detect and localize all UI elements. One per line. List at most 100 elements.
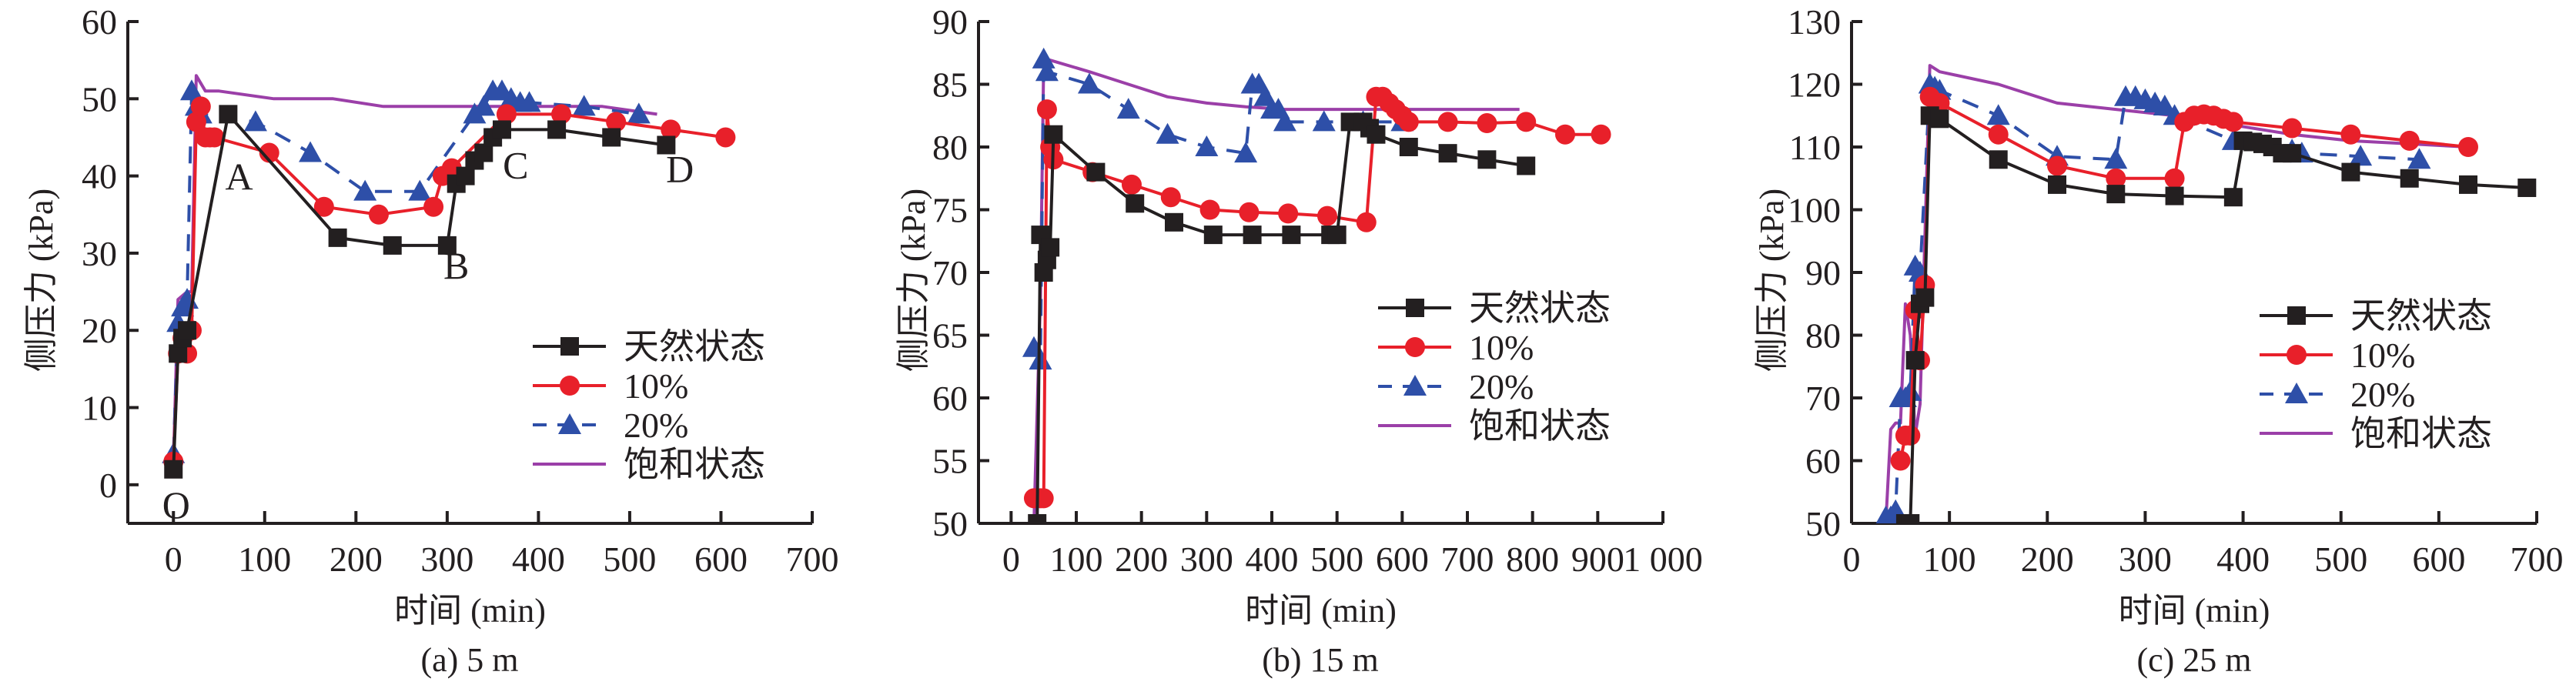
data-point (2399, 130, 2420, 151)
data-point (2106, 185, 2126, 204)
series-line (1035, 120, 1527, 523)
data-point (1477, 150, 1497, 169)
y-axis-title: 侧压力 (kPa) (1753, 189, 1791, 372)
y-tick-label: 75 (932, 191, 968, 230)
x-axis-title: 时间 (min) (394, 592, 546, 630)
legend-label: 天然状态 (2350, 296, 2492, 336)
y-tick-label: 90 (932, 2, 968, 42)
y-tick-label: 50 (1805, 504, 1841, 543)
data-point (1399, 138, 1418, 156)
data-point (1077, 72, 1101, 94)
x-tick-label: 700 (1441, 540, 1494, 579)
y-tick-label: 70 (1805, 379, 1841, 418)
data-point (1899, 379, 1922, 401)
legend-item: 20% (1378, 367, 1534, 406)
legend-label: 20% (2350, 375, 2415, 414)
data-point (299, 141, 323, 162)
panel-caption: (a) 5 m (420, 641, 518, 679)
data-point (2153, 95, 2176, 116)
y-tick-label: 60 (932, 379, 968, 418)
legend-marker (1406, 299, 1424, 317)
panel-caption: (b) 15 m (1262, 641, 1379, 679)
data-point (1199, 199, 1220, 220)
data-point (2282, 118, 2303, 139)
data-point (2459, 175, 2477, 194)
x-tick-label: 400 (1246, 540, 1299, 579)
legend-marker (2287, 306, 2306, 325)
panel-caption: (c) 25 m (2136, 641, 2251, 679)
y-tick-label: 50 (932, 504, 968, 543)
panel-c: 50 60 70 80 90 100 110 120 130 0 100 200 300 400 500 60… (1753, 2, 2564, 679)
data-point (1160, 187, 1181, 208)
data-point (1126, 194, 1145, 213)
y-tick-label: 60 (82, 2, 117, 42)
y-tick-label: 30 (82, 234, 117, 273)
data-point (1517, 156, 1536, 175)
data-point (1032, 47, 1055, 68)
data-point (368, 204, 389, 225)
data-point (1278, 203, 1299, 224)
x-axis-title: 时间 (min) (1245, 592, 1397, 630)
data-point (496, 104, 517, 125)
data-point (2407, 148, 2431, 169)
data-point (606, 112, 627, 132)
data-point (572, 95, 596, 116)
legend-label: 10% (624, 366, 688, 406)
data-point (1035, 60, 1059, 82)
data-point (204, 127, 225, 148)
legend-label: 饱和状态 (624, 445, 765, 484)
legend-marker (560, 376, 580, 396)
data-point (1437, 112, 1458, 132)
point-annotation: C (503, 144, 528, 187)
x-tick-label: 900 (1571, 540, 1624, 579)
y-tick-label: 65 (932, 316, 968, 356)
data-point (1273, 110, 1296, 132)
point-annotation: B (443, 244, 469, 287)
data-point (1915, 288, 1935, 307)
legend-item: 饱和状态 (1378, 406, 1611, 446)
legend-marker (1405, 337, 1425, 357)
x-axis-title: 时间 (min) (2119, 592, 2270, 630)
legend-item: 饱和状态 (533, 445, 765, 484)
data-point (547, 120, 567, 139)
x-tick-label: 500 (603, 540, 656, 579)
y-axis-title: 侧压力 (kPa) (22, 189, 60, 372)
y-tick-label: 50 (82, 79, 117, 119)
y-tick-label: 70 (932, 253, 968, 292)
data-point (2400, 169, 2419, 188)
series-natural (1895, 106, 2537, 523)
x-tick-label: 400 (512, 540, 565, 579)
legend-label: 10% (2350, 336, 2415, 375)
data-point (1044, 125, 1063, 144)
legend-item: 10% (533, 366, 688, 406)
data-point (2341, 162, 2360, 182)
data-point (1398, 112, 1419, 132)
data-point (1086, 162, 1106, 182)
legend-label: 饱和状态 (1469, 406, 1611, 446)
series-natural (1028, 112, 1536, 523)
data-point (1116, 98, 1140, 119)
data-point (2340, 124, 2361, 145)
x-tick-label: 0 (1002, 540, 1020, 579)
legend-marker (560, 337, 579, 356)
point-annotation: D (666, 148, 694, 191)
data-point (1327, 226, 1347, 245)
data-point (190, 96, 211, 117)
data-point (2104, 148, 2128, 169)
x-tick-label: 300 (2119, 540, 2172, 579)
series-natural (164, 105, 676, 479)
series-saturated (1884, 64, 2469, 523)
x-tick-label: 300 (420, 540, 473, 579)
data-point (1156, 122, 1179, 144)
y-tick-label: 100 (1788, 191, 1841, 230)
legend-label: 天然状态 (1469, 289, 1611, 328)
data-point (169, 344, 188, 363)
x-tick-label: 100 (1923, 540, 1976, 579)
data-point (1930, 109, 1949, 129)
data-point (472, 95, 496, 116)
data-point (456, 166, 475, 185)
legend-item: 20% (2260, 375, 2415, 414)
